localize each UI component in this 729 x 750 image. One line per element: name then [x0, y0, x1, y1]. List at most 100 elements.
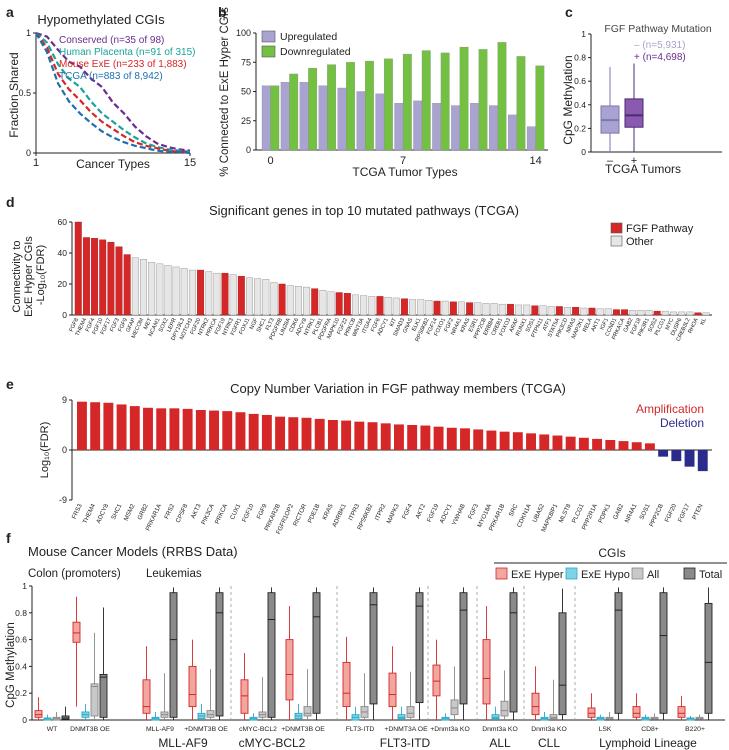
bar-THEM4	[82, 237, 90, 316]
bar-FGF8	[74, 221, 82, 316]
bar-IGF1	[604, 308, 612, 316]
bar-CCND1	[612, 309, 620, 316]
bar-up-11	[470, 103, 479, 151]
bar-GRB2	[143, 407, 153, 450]
bar-SOS1	[644, 443, 655, 450]
bar-FGF14	[433, 300, 441, 316]
x-tick-label: AKT1	[591, 317, 602, 332]
x-tick-label: ITPR2	[374, 502, 388, 521]
bar-up-0	[261, 85, 271, 151]
bar-PIK3CA	[209, 410, 219, 450]
chart-b-xlabel: TCGA Tumor Types	[352, 165, 457, 179]
bar-CREB1	[498, 303, 506, 316]
bar-PDGFRA	[327, 291, 335, 316]
y-tick-label: 20	[58, 279, 68, 289]
bar-down-5	[365, 60, 374, 151]
bar-ADRBK1	[341, 420, 352, 450]
box-9-3	[509, 592, 518, 713]
bar-PRKCB	[352, 294, 359, 316]
box-8-3	[459, 592, 468, 705]
x-tick-label: FGF2	[444, 317, 455, 332]
bar-FGFR1OP2	[288, 417, 299, 450]
bar-RELA	[588, 307, 596, 316]
chart-c-ylabel: CpG Methylation	[561, 55, 575, 144]
bar-down-12	[497, 42, 507, 151]
x-tick-label: ELK1	[411, 317, 422, 332]
y-tick-label: 100	[236, 28, 251, 38]
x-tick-label: FGF4	[85, 317, 96, 332]
bar-down-14	[535, 65, 545, 151]
bar-MYO18A	[486, 430, 497, 450]
y-tick-label: 9	[62, 395, 67, 405]
bar-SOX2	[164, 265, 172, 316]
x-tick-label: GAB2	[623, 317, 635, 333]
box-5-0	[285, 639, 294, 701]
chart-c-legend: – (n=5,931)+ (n=4,698)	[634, 40, 686, 63]
y-tick-label: 0	[26, 148, 31, 158]
bar-PDPK1	[605, 440, 616, 450]
bar-SOS1	[531, 305, 539, 316]
bar-NGF	[254, 278, 262, 316]
box-7-3	[415, 592, 424, 704]
x-tick-label: KRAS	[460, 317, 472, 334]
box-13-3	[704, 602, 713, 714]
x-tick-label: SRC	[508, 502, 520, 517]
x-tick-label: FGF9	[118, 317, 129, 332]
sample-label: Dnmt3a KO	[482, 726, 518, 733]
legend-entry-1: Human Placenta (n=91 of 315)	[59, 47, 195, 58]
panel-letter-d: d	[6, 194, 15, 210]
sample-label: cMYC-BCL2	[239, 726, 277, 733]
sample-label: +DNMT3B OE	[281, 726, 325, 733]
legend-swatch-1	[565, 567, 578, 580]
box-7-0	[388, 672, 397, 708]
bar-FRS2	[169, 408, 180, 450]
bar-ESR1	[474, 302, 482, 316]
chart-f-title: Mouse Cancer Models (RRBS Data)	[28, 544, 238, 559]
bar-up-9	[432, 103, 442, 151]
bar-ELK1	[417, 299, 425, 316]
bar-PPP2R1A	[592, 438, 603, 450]
bar-FGF6	[376, 296, 384, 316]
x-tick-label: +	[631, 155, 637, 167]
box-9-2	[500, 700, 509, 717]
chart-a-title: Hypomethylated CGIs	[37, 12, 165, 27]
group-label: ALL	[489, 736, 511, 750]
x-tick-label: KIT	[389, 317, 398, 328]
bar-GAB2	[618, 441, 629, 450]
bar-ADCY1	[384, 296, 392, 316]
sample-label: +Dnmt3a KO	[430, 726, 469, 733]
bar-up-1	[280, 81, 290, 151]
bar-SOS2	[653, 310, 661, 316]
panel-letter-b: b	[218, 4, 227, 20]
y-tick-label: 40	[58, 248, 68, 258]
bar-PRKAR1B	[499, 431, 510, 450]
box-4-3	[267, 592, 276, 718]
y-tick-label: 0.6	[574, 76, 586, 86]
bar-ADCY8	[303, 286, 311, 316]
chart-e: Copy Number Variation in FGF pathway mem…	[39, 381, 712, 535]
box-4-0	[240, 679, 249, 714]
bar-FGF17	[684, 450, 695, 467]
bar-GFAP	[131, 257, 139, 316]
legend-label-2: All	[647, 569, 659, 581]
x-tick-label: ATF1	[542, 317, 553, 332]
bar-KL	[702, 312, 710, 316]
bar-FRS3	[77, 401, 87, 450]
y-tick-label: 75	[241, 57, 251, 67]
bar-WNT3A	[360, 295, 368, 316]
bar-KRAS	[327, 420, 338, 450]
bar-down-11	[478, 49, 488, 151]
sample-label: B220+	[685, 726, 705, 733]
x-tick-label: 1	[33, 157, 39, 169]
bar-DPY19L3	[180, 268, 188, 316]
legend-label-0: Upregulated	[280, 31, 337, 43]
bar-up-14	[526, 126, 536, 151]
x-tick-label: SOS1	[638, 502, 652, 520]
box-11-3	[614, 592, 623, 714]
legend-label-1: Deletion	[660, 416, 704, 430]
bar-PIK3R1	[645, 310, 653, 316]
bar-FGF10	[248, 413, 259, 450]
bar-FGF3	[115, 246, 123, 316]
series-line-1	[35, 32, 191, 153]
